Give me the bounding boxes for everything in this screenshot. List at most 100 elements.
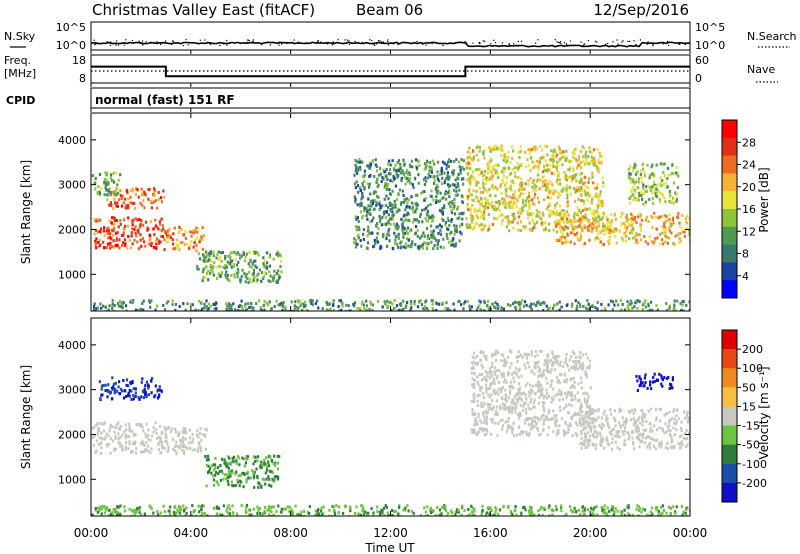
power-cell — [436, 177, 439, 181]
power-cell — [383, 197, 386, 201]
velocity-cell — [177, 433, 180, 437]
power-cell — [215, 256, 218, 260]
velocity-cell — [515, 371, 518, 375]
power-cell — [325, 301, 328, 304]
velocity-cell — [376, 509, 379, 513]
power-cell — [153, 187, 156, 191]
power-cell — [206, 271, 209, 275]
power-cell — [545, 186, 548, 190]
power-cell — [533, 183, 536, 187]
power-cell — [588, 177, 591, 181]
velocity-cell — [135, 509, 138, 513]
power-cell — [482, 174, 485, 178]
power-cell — [130, 231, 133, 235]
power-cell — [332, 299, 335, 303]
power-cell — [103, 177, 107, 181]
velocity-cell — [682, 510, 685, 514]
power-cell — [483, 173, 486, 177]
power-cell — [435, 195, 438, 199]
velocity-cell — [226, 506, 229, 510]
power-cell — [580, 172, 583, 175]
velocity-cell — [119, 513, 122, 516]
power-cell — [441, 160, 445, 164]
velocity-cell — [659, 512, 662, 516]
velocity-cell — [473, 507, 476, 511]
power-cell — [661, 231, 664, 235]
noise-dot — [348, 43, 351, 46]
velocity-cell — [200, 508, 203, 512]
power-cell — [224, 257, 227, 261]
velocity-cell — [124, 436, 127, 440]
power-cell — [647, 220, 650, 223]
power-cell — [188, 246, 191, 250]
power-cell — [432, 175, 435, 179]
power-cell — [237, 260, 240, 264]
velocity-cell — [549, 358, 552, 362]
velocity-cell — [379, 513, 382, 516]
power-cell — [374, 158, 377, 162]
velocity-cell — [525, 433, 528, 437]
velocity-cell — [277, 461, 280, 465]
power-cell — [548, 203, 551, 207]
power-cell — [353, 182, 356, 186]
power-cell — [530, 302, 533, 306]
power-cell — [668, 226, 671, 230]
power-cell — [636, 170, 639, 174]
velocity-cell — [533, 361, 536, 365]
noise-dot — [332, 41, 334, 43]
power-cell — [494, 200, 497, 204]
velocity-cell — [552, 429, 555, 433]
noise-search-dots — [93, 39, 686, 47]
velocity-cell — [441, 505, 444, 509]
velocity-cell — [152, 425, 155, 429]
power-cell — [579, 181, 582, 185]
power-cell — [117, 191, 120, 195]
power-cell — [238, 253, 241, 257]
velocity-cell — [536, 353, 539, 357]
power-cell — [478, 145, 481, 149]
velocity-cell — [530, 397, 533, 401]
power-cell — [206, 259, 209, 263]
power-cell — [598, 167, 601, 171]
velocity-cell — [116, 423, 119, 426]
velocity-cell — [256, 512, 259, 515]
power-cell — [435, 238, 438, 242]
velocity-cell — [171, 447, 175, 451]
noise-dot — [354, 40, 356, 42]
power-cell — [550, 158, 553, 162]
velocity-cell — [123, 430, 126, 434]
power-cell — [404, 246, 407, 250]
power-cell — [401, 228, 404, 232]
velocity-cell — [150, 379, 153, 383]
power-cell — [655, 187, 658, 191]
velocity-cell — [264, 471, 267, 475]
power-cell — [405, 176, 408, 180]
power-cell — [380, 223, 384, 227]
power-cell — [378, 200, 381, 204]
power-cell — [472, 175, 475, 179]
power-cell — [501, 149, 504, 153]
power-cell — [588, 150, 592, 154]
power-cell — [386, 299, 389, 303]
velocity-cell — [681, 513, 684, 516]
velocity-cell — [128, 440, 131, 444]
power-cell — [583, 208, 586, 212]
velocity-cell — [503, 408, 506, 411]
velocity-cell — [486, 511, 489, 515]
power-cell — [630, 219, 633, 223]
power-cell — [635, 240, 638, 244]
power-cell — [572, 168, 575, 172]
noise-dot — [668, 44, 670, 46]
power-cell — [410, 302, 413, 306]
velocity-cell — [124, 423, 127, 427]
power-cell — [595, 228, 598, 232]
power-cell — [95, 307, 98, 311]
noise-dot — [537, 39, 539, 41]
velocity-cell — [565, 362, 569, 366]
power-cell — [598, 237, 601, 241]
velocity-cell — [169, 505, 172, 509]
power-cell — [133, 227, 136, 231]
velocity-cell — [183, 508, 186, 512]
power-cell — [441, 212, 444, 216]
